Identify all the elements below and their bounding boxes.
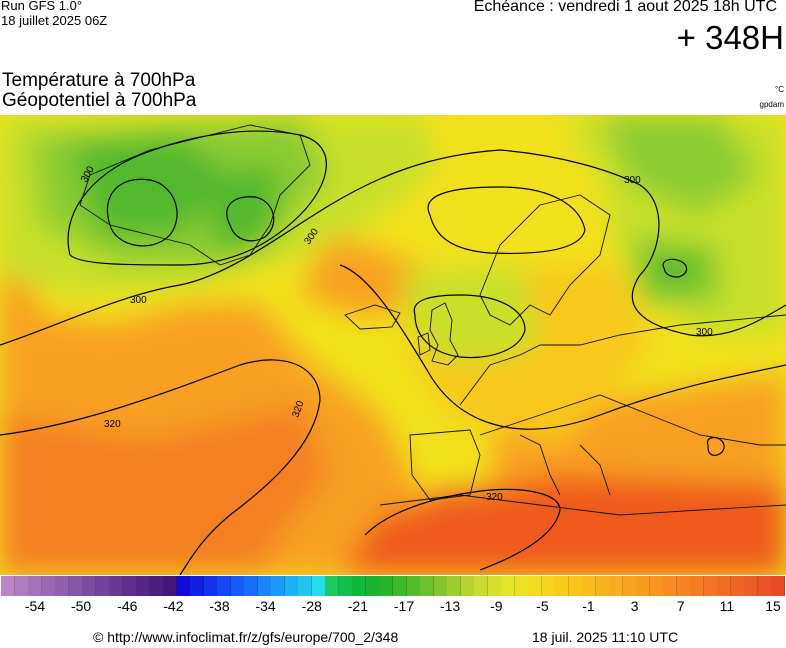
colorbar-swatch [676,576,691,596]
colorbar-swatch [257,576,272,596]
valid-time: Echéance : vendredi 1 aout 2025 18h UTC [473,0,777,15]
run-date: 18 juillet 2025 06Z [1,13,108,28]
colorbar-swatch [717,576,732,596]
temperature-colorbar [1,576,786,596]
colorbar-swatch [744,576,759,596]
colorbar-swatch [41,576,56,596]
colorbar-tick-label: -28 [301,598,322,614]
colorbar-swatch [406,576,421,596]
colorbar-swatch [690,576,705,596]
run-label: Run GFS 1.0° [1,0,83,13]
colorbar-swatch [271,576,286,596]
colorbar-swatch [582,576,597,596]
colorbar-swatch [325,576,340,596]
colorbar-swatch [420,576,435,596]
colorbar-swatch [298,576,313,596]
colorbar-tick-label: -1 [582,598,595,614]
colorbar-swatch [622,576,637,596]
colorbar-swatch [730,576,745,596]
map-canvas: 300 300 300 300 300 320 320 320 [0,115,786,575]
colorbar-swatch [595,576,610,596]
colorbar-swatch [55,576,70,596]
colorbar-tick-label: -34 [255,598,276,614]
colorbar-tick-label: -21 [347,598,369,614]
colorbar-swatch [176,576,191,596]
colorbar-tick-label: -17 [393,598,415,614]
colorbar-swatch [217,576,232,596]
colorbar-swatch [365,576,380,596]
colorbar-swatch [703,576,718,596]
colorbar-swatch [528,576,543,596]
contour-label: 300 [130,295,147,306]
colorbar-tick-label: -50 [70,598,92,614]
colorbar-swatch [433,576,448,596]
colorbar-swatch [244,576,259,596]
colorbar-tick-label: 15 [765,598,781,614]
colorbar-swatch [771,576,786,596]
colorbar-tick-label: -5 [536,598,549,614]
colorbar-swatch [555,576,570,596]
colorbar-tick-label: -54 [24,598,46,614]
colorbar-swatch [14,576,29,596]
colorbar-swatch [393,576,408,596]
colorbar-swatch [284,576,299,596]
colorbar-swatch [568,576,583,596]
colorbar-tick-label: 11 [719,598,735,614]
colorbar-swatch [447,576,462,596]
colorbar-swatch [122,576,137,596]
colorbar-swatch [1,576,16,596]
colorbar-swatch [757,576,772,596]
colorbar-swatch [514,576,529,596]
colorbar-swatch [379,576,394,596]
generated-time: 18 juil. 2025 11:10 UTC [532,629,679,645]
contour-label: 320 [486,492,503,503]
colorbar-swatch [487,576,502,596]
colorbar-tick-label: -9 [490,598,503,614]
colorbar-tick-labels: -54 -50 -46 -42 -38 -34 -28 -21 -17 -13 -9 -5 -1 3 7 11… [0,598,786,618]
colorbar-tick-label: 7 [676,598,685,614]
colorbar-swatch [82,576,97,596]
colorbar-swatch [501,576,516,596]
temperature-field [0,115,786,575]
colorbar-swatch [28,576,43,596]
lead-time: + 348H [676,19,784,56]
colorbar-swatch [136,576,151,596]
colorbar-swatch [352,576,367,596]
map-title-temperature: Température à 700hPa [2,70,196,91]
coastlines [79,124,786,516]
contour-label: 300 [696,327,713,338]
colorbar-swatch [541,576,556,596]
colorbar-tick-label: -13 [439,598,461,614]
colorbar-swatch [68,576,83,596]
colorbar-tick-label: 3 [630,598,639,614]
colorbar-swatch [149,576,164,596]
colorbar-swatch [311,576,326,596]
colorbar-swatch [338,576,353,596]
colorbar-swatch [460,576,475,596]
map-title-geopotential: Géopotentiel à 700hPa [2,90,197,111]
colorbar-swatch [190,576,205,596]
unit-geopotential: gpdam [759,100,784,109]
unit-temperature: °C [775,85,784,94]
colorbar-tick-label: -42 [163,598,184,614]
contour-label: 320 [104,419,121,430]
colorbar-swatch [230,576,245,596]
colorbar-tick-label: -38 [209,598,230,614]
forecast-map: 300 300 300 300 300 320 320 320 [0,115,786,575]
geopotential-contours [0,130,786,575]
colorbar-swatch [663,576,678,596]
colorbar-swatch [649,576,664,596]
contour-label: 300 [624,175,641,186]
colorbar-swatch [609,576,624,596]
colorbar-swatch [474,576,489,596]
colorbar-swatch [95,576,110,596]
colorbar-swatch [109,576,124,596]
colorbar-swatch [203,576,218,596]
colorbar-tick-label: -46 [117,598,138,614]
source-url[interactable]: © http://www.infoclimat.fr/z/gfs/europe/… [93,629,399,645]
colorbar-swatch [636,576,651,596]
colorbar-swatch [163,576,178,596]
